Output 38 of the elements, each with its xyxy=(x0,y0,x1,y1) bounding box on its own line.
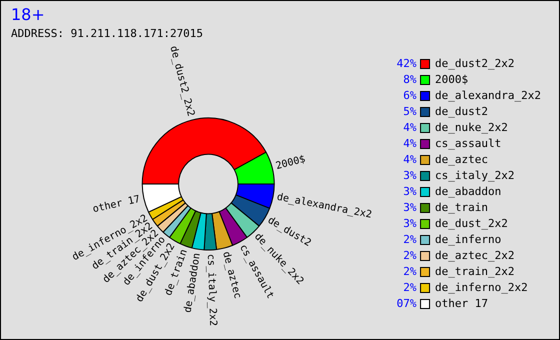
legend-label: cs_assault xyxy=(435,136,502,150)
data-label: 3% xyxy=(403,200,417,214)
slice-label: de_aztec xyxy=(220,250,243,300)
legend-label: de_train_2x2 xyxy=(435,264,515,278)
chart-title: 18+ xyxy=(11,5,45,24)
legend-label: de_dust_2x2 xyxy=(435,216,508,230)
data-label: 42% xyxy=(396,56,417,70)
legend-label: cs_italy_2x2 xyxy=(435,168,515,182)
data-label: 07% xyxy=(396,296,417,310)
data-label: 4% xyxy=(403,136,417,150)
legend-label: de_alexandra_2x2 xyxy=(435,88,542,102)
legend-label: de_nuke_2x2 xyxy=(435,120,508,134)
data-label: 6% xyxy=(403,88,417,102)
slice-label: cs_italy_2x2 xyxy=(204,254,218,326)
data-label: 5% xyxy=(403,104,417,118)
legend-label: 2000$ xyxy=(435,72,468,86)
legend-label: de_train xyxy=(435,200,488,214)
data-label: 2% xyxy=(403,280,417,294)
data-label: 3% xyxy=(403,216,417,230)
data-label: 2% xyxy=(403,264,417,278)
legend-label: de_abaddon xyxy=(435,184,502,198)
legend-label: de_aztec_2x2 xyxy=(435,248,515,262)
slice-label: 2000$ xyxy=(274,154,307,172)
legend-label: de_inferno xyxy=(435,232,502,246)
legend-label: de_inferno_2x2 xyxy=(435,280,528,294)
text: ADDRESS: 91.211.118.171:27015 xyxy=(11,27,204,40)
legend-label: de_aztec xyxy=(435,152,488,166)
data-label: 3% xyxy=(403,168,417,182)
legend-label: other 17 xyxy=(435,296,488,310)
data-label: 2% xyxy=(403,232,417,246)
slice-label: other 17 xyxy=(92,194,142,216)
data-label: 8% xyxy=(403,72,417,86)
data-label: 4% xyxy=(403,120,417,134)
data-label: 4% xyxy=(403,152,417,166)
data-label: 2% xyxy=(403,248,417,262)
data-label: 3% xyxy=(403,184,417,198)
legend-label: de_dust2 xyxy=(435,104,488,118)
legend-label: de_dust2_2x2 xyxy=(435,56,515,70)
